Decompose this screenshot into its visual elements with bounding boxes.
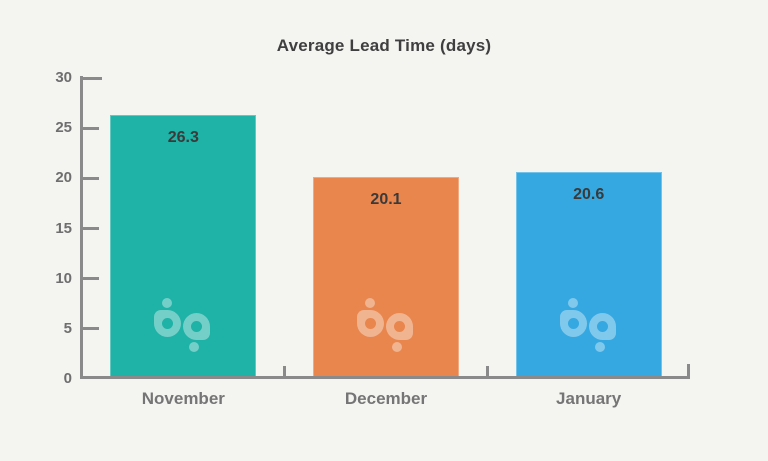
- bar-value-label: 20.1: [370, 191, 402, 209]
- y-tick-label: 20: [55, 169, 72, 187]
- logo-blob-right: [386, 312, 413, 340]
- logo-hole-left: [567, 317, 579, 329]
- logo-hole-right: [191, 320, 203, 332]
- x-tick: [283, 366, 287, 376]
- y-tick-label: 10: [55, 269, 72, 287]
- chart-title: Average Lead Time (days): [276, 36, 492, 55]
- logo-dot-bottom: [189, 341, 200, 352]
- y-tick-label: 25: [55, 119, 72, 137]
- logo-blob-left: [357, 309, 384, 337]
- x-axis-end-tick: [687, 364, 690, 379]
- logo-blob-left: [559, 309, 587, 337]
- logo-hole-left: [365, 317, 376, 329]
- y-tick-label: 5: [63, 319, 72, 337]
- category-label-january: January: [556, 389, 622, 408]
- logo-dot-bottom: [392, 341, 402, 352]
- bp-watermark-icon: [357, 297, 415, 352]
- y-tick: [80, 227, 99, 230]
- logo-dot-top: [567, 297, 578, 308]
- logo-dot-top: [162, 297, 173, 308]
- logo-blob-right: [588, 312, 616, 340]
- bar-january: 20.6: [515, 172, 662, 376]
- logo-blob-left: [154, 309, 182, 337]
- logo-blob-right: [183, 312, 211, 340]
- logo-hole-right: [596, 320, 608, 332]
- category-label-november: November: [141, 389, 225, 408]
- bp-watermark-icon: [559, 297, 618, 352]
- logo-hole-right: [394, 320, 405, 332]
- y-tick: [80, 176, 99, 180]
- category-label-december: December: [344, 389, 428, 408]
- x-axis-line: [80, 376, 690, 379]
- bar-december: 20.1: [313, 177, 459, 376]
- y-tick-label: 15: [55, 219, 72, 237]
- bp-watermark-icon: [154, 297, 212, 352]
- y-tick: [80, 327, 99, 331]
- bar-value-label: 20.6: [573, 186, 605, 204]
- logo-hole-left: [162, 317, 174, 329]
- y-tick-label: 30: [55, 69, 72, 86]
- y-tick: [80, 76, 102, 80]
- logo-dot-bottom: [594, 341, 605, 352]
- x-tick: [485, 366, 489, 376]
- y-tick: [80, 277, 99, 281]
- logo-dot-top: [365, 297, 375, 308]
- y-tick-label: 0: [63, 370, 72, 387]
- bar-november: 26.3: [110, 115, 257, 376]
- bar-value-label: 26.3: [167, 129, 199, 147]
- y-tick: [80, 126, 99, 130]
